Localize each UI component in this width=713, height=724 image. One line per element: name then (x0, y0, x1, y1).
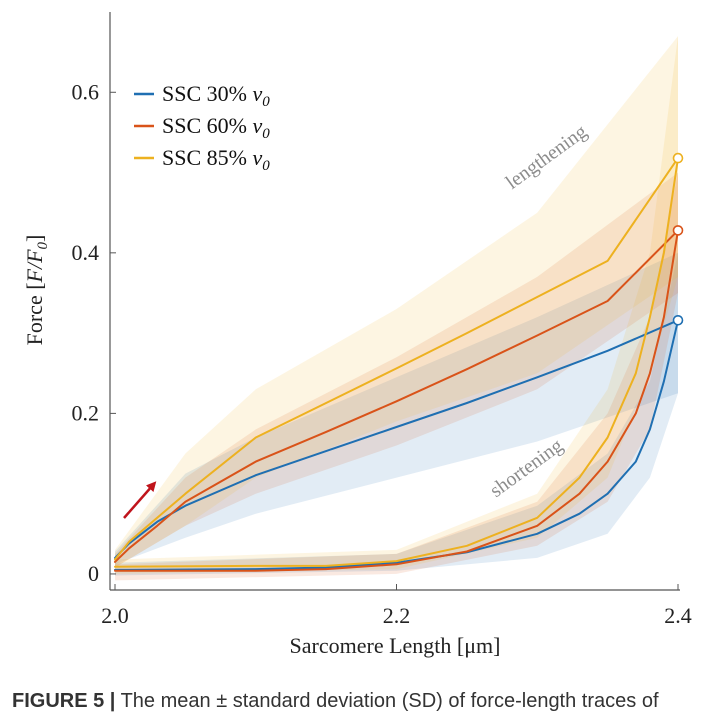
x-tick-label: 2.2 (383, 603, 411, 628)
ssc60-shortening-line (114, 229, 679, 572)
y-tick-label: 0 (88, 561, 99, 586)
sd-bands (115, 36, 678, 581)
ssc30-lengthening-line (114, 319, 679, 559)
ssc60-endpoint-marker (672, 225, 684, 236)
x-tick-label: 2.0 (101, 603, 129, 628)
ssc85-endpoint-marker (672, 152, 684, 164)
tick-labels: 2.0 2.2 2.4 0 0.2 0.4 0.6 (72, 79, 692, 628)
legend-entry-ssc30: SSC 30% v0 (134, 81, 270, 110)
y-axis-title: Force [F/F0] (22, 235, 51, 346)
figure-caption: FIGURE 5 | The mean ± standard deviation… (12, 690, 712, 713)
legend-entry-ssc60: SSC 60% v0 (134, 113, 270, 142)
x-axis-title: Sarcomere Length [μm] (290, 633, 501, 658)
y-tick-label: 0.4 (72, 240, 100, 265)
ssc60-lengthening-line (114, 229, 679, 563)
ssc85-lengthening-band (115, 36, 678, 568)
ssc30-lengthening-band (115, 252, 678, 565)
ssc30-shortening-line (114, 319, 679, 571)
direction-arrow-icon (123, 481, 157, 519)
y-tick-label: 0.2 (72, 400, 100, 425)
legend-label: SSC 85% v0 (162, 145, 270, 174)
axes (109, 12, 680, 591)
x-tick-label: 2.4 (664, 603, 692, 628)
legend-label: SSC 60% v0 (162, 113, 270, 142)
series-endpoints (672, 152, 684, 326)
legend-entry-ssc85: SSC 85% v0 (134, 145, 270, 174)
legend-label: SSC 30% v0 (162, 81, 270, 110)
ssc30-endpoint-marker (672, 314, 684, 326)
series-lines (114, 157, 679, 572)
y-tick-label: 0.6 (72, 79, 100, 104)
ssc60-lengthening-band (115, 172, 678, 568)
legend: SSC 30% v0 SSC 60% v0 SSC 85% v0 (126, 68, 304, 180)
caption-text: The mean ± standard deviation (SD) of fo… (115, 690, 659, 712)
force-length-chart: 2.0 2.2 2.400.20.40.6 lengthening shorteni… (22, 12, 692, 658)
ssc85-shortening-line (114, 157, 679, 568)
ssc85-lengthening-line (114, 157, 679, 561)
caption-label: FIGURE 5 | (12, 690, 116, 712)
legend-box (126, 68, 304, 180)
